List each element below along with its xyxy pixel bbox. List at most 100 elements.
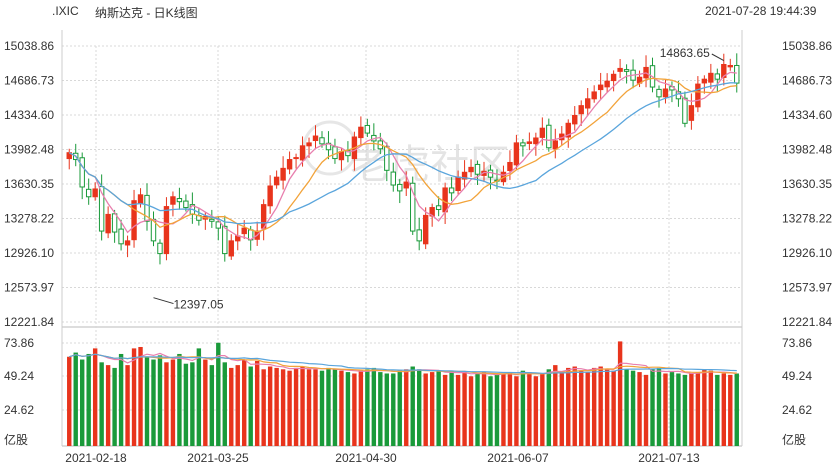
candle-body [222, 225, 228, 255]
volume-tick-label-right: 49.24 [782, 369, 812, 383]
volume-bar [242, 359, 247, 446]
volume-bar [540, 373, 545, 446]
volume-bar [378, 372, 383, 446]
volume-bar [125, 365, 130, 446]
volume-bar [306, 369, 312, 446]
candle-body [390, 171, 396, 186]
volume-bar [410, 366, 415, 446]
candle-body [273, 176, 280, 186]
volume-bar [112, 367, 117, 446]
candle-body [111, 213, 118, 233]
candle-body [552, 140, 559, 150]
candle-body [157, 242, 163, 255]
y-tick-label-left: 14686.73 [4, 74, 54, 88]
volume-ma10-line [69, 353, 737, 375]
volume-bar [423, 373, 428, 446]
volume-bar [494, 374, 500, 446]
candle-body [358, 126, 364, 139]
volume-bar [138, 346, 143, 446]
volume-bar [313, 369, 318, 446]
volume-bar [293, 367, 299, 446]
candle-body [468, 166, 474, 173]
candle-body [442, 187, 448, 213]
ma20-line [68, 82, 737, 225]
candle-body [662, 88, 669, 98]
volume-bar [79, 359, 85, 446]
volume-bar [507, 372, 513, 446]
y-tick-label-left: 13278.22 [4, 212, 54, 226]
candle-body [306, 142, 312, 147]
volume-bar [131, 348, 137, 446]
candle-body [183, 200, 189, 209]
candle-body [584, 98, 591, 109]
volume-tick-label-left: 49.24 [4, 369, 34, 383]
low-annotation-label: 12397.05 [173, 298, 223, 312]
candle-body [364, 124, 371, 134]
volume-bar [261, 369, 266, 446]
candle-body [727, 64, 733, 68]
volume-bar [287, 370, 292, 446]
volume-bar [300, 366, 305, 446]
candle-body [241, 227, 247, 235]
candle-body [105, 213, 111, 234]
ma10-line [68, 77, 737, 233]
y-tick-label-left: 12221.84 [4, 315, 54, 329]
volume-bar [248, 366, 253, 446]
y-tick-label-right: 13278.22 [782, 212, 832, 226]
volume-bar [656, 367, 662, 446]
chart-header: .IXIC 纳斯达克 - 日K线图 2021-07-28 19:44:39 [0, 0, 840, 22]
volume-bar [728, 374, 733, 446]
volume-bar [339, 370, 344, 446]
candle-body [170, 196, 176, 205]
candle-body [617, 67, 623, 72]
datetime-label: 2021-07-28 19:44:39 [705, 4, 817, 18]
candle-body [267, 185, 273, 207]
volume-tick-label-right: 24.62 [782, 403, 812, 417]
volume-bar [157, 355, 163, 446]
volume-tick-label-left: 73.86 [4, 336, 34, 350]
volume-bar [183, 363, 189, 446]
volume-bar [442, 374, 448, 446]
candle-body [572, 114, 578, 125]
low-annotation-leader [153, 297, 174, 305]
candle-body [209, 218, 215, 222]
chart-title: 纳斯达克 - 日K线图 [95, 6, 198, 20]
candle-body [92, 188, 98, 198]
volume-bar [235, 365, 240, 446]
volume-bar [663, 373, 668, 446]
candle-body [79, 157, 85, 188]
volume-bar [190, 362, 195, 446]
y-tick-label-right: 14686.73 [782, 74, 832, 88]
candle-body [176, 198, 183, 203]
volume-bar [164, 362, 169, 446]
volume-bar [514, 376, 519, 446]
volume-bar [358, 370, 364, 446]
candle-body [410, 182, 416, 232]
volume-bar [527, 372, 532, 446]
volume-bar [630, 370, 636, 446]
candle-body [332, 146, 338, 160]
volume-bar [734, 373, 739, 446]
volume-bar [585, 372, 590, 446]
candle-body [118, 228, 124, 245]
volume-bar [572, 366, 577, 446]
candle-body [422, 214, 429, 245]
candle-body [397, 183, 403, 192]
x-tick-label: 2021-06-07 [487, 451, 549, 465]
candle-body [299, 145, 306, 161]
volume-bar [332, 369, 338, 446]
volume-bar [196, 348, 202, 446]
candle-body [435, 205, 442, 211]
y-tick-label-right: 12221.84 [782, 315, 832, 329]
y-tick-label-right: 12573.97 [782, 281, 832, 295]
volume-bar [481, 372, 487, 446]
volume-bar [216, 342, 221, 446]
volume-bar [676, 373, 681, 446]
volume-bar [546, 369, 552, 446]
volume-bar [352, 373, 357, 446]
volume-bar [715, 374, 720, 446]
volume-bar [280, 369, 286, 446]
volume-bar [637, 372, 642, 446]
candle-body [513, 142, 520, 166]
